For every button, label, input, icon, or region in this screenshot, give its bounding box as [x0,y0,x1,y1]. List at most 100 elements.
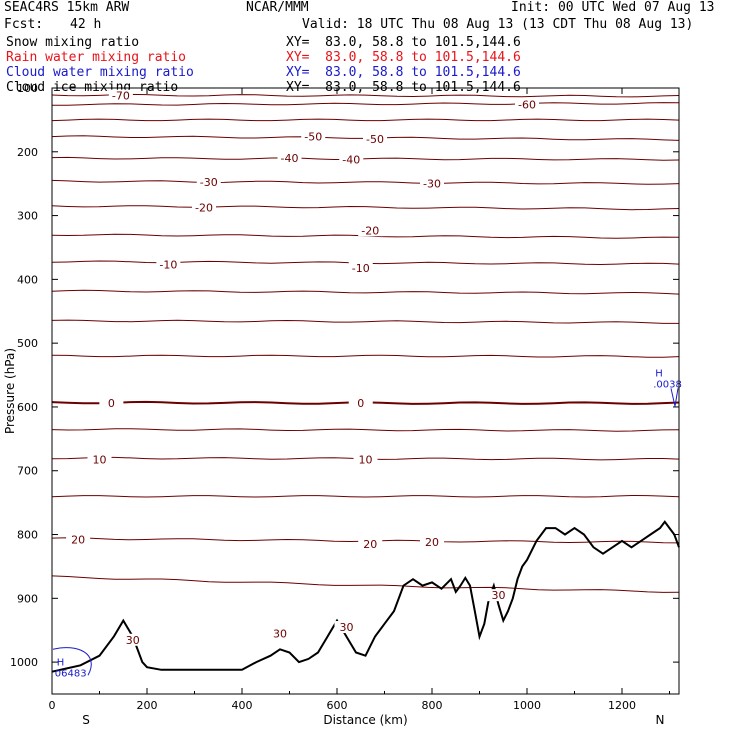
contour-label-bg [268,627,292,640]
contour-label-bg [108,89,133,102]
isotherm-line [51,205,680,211]
isotherm-line [51,102,680,106]
contour-label: -10 [159,259,177,272]
contour-label-bg [363,133,387,146]
x-tick-label: 0 [49,699,56,712]
contour-label-bg [156,258,181,271]
isotherm-line [51,179,680,185]
isotherm-line [51,118,680,122]
contour-label: 30 [126,634,140,647]
field-name-cloud-water: Cloud water mixing ratio [6,65,194,80]
contour-label-bg [196,175,221,188]
contour-label: 20 [363,538,377,551]
contour-label-bg [348,397,373,410]
y-tick-label: 100 [17,82,38,95]
field-xy-snow: XY= 83.0, 58.8 to 101.5,144.6 [286,35,521,50]
contour-label-bg [87,453,112,466]
plot-frame [51,87,680,695]
cloud-water-max-value: 06483 [55,668,87,679]
contour-label: 30 [492,589,506,602]
isotherm-line [51,575,680,593]
contour-label: -50 [304,130,322,143]
cloud-water-max-label: H [655,368,663,379]
y-tick-label: 1000 [10,656,38,669]
contour-label-bg [334,621,359,634]
field-name-rain: Rain water mixing ratio [6,50,187,65]
contour-label-bg [348,261,373,274]
isotherm-line [51,428,680,432]
contour-label-bg [120,633,145,646]
contour-label-bg [301,130,326,143]
y-tick-label: 800 [17,529,38,542]
contour-label: -30 [200,176,218,189]
contour-label-bg [358,538,383,551]
isotherm-line [51,354,680,358]
fcst-value: 42 h [70,17,102,32]
isotherm-line [51,319,679,324]
contour-label-bg [358,224,383,237]
contour-label: 30 [340,621,354,634]
y-tick-label: 300 [17,210,38,223]
y-tick-label: 400 [17,273,38,286]
contour-label-bg [66,533,91,546]
contour-label: -60 [518,99,536,112]
org-label: NCAR/MMM [246,0,309,15]
contour-label: 20 [71,534,85,547]
x-tick-label: 400 [232,699,253,712]
valid-time: Valid: 18 UTC Thu 08 Aug 13 (13 CDT Thu … [302,17,694,32]
contour-label: -10 [352,262,370,275]
contour-label-bg [420,177,444,190]
contour-label-bg [353,453,378,466]
init-time: Init: 00 UTC Wed 07 Aug 13 [511,0,715,15]
isotherm-line [51,156,680,161]
y-tick-label: 700 [17,465,38,478]
x-axis-label: Distance (km) [323,713,407,727]
isotherm-line [51,494,680,498]
cloud-water-max-value: .0038 [653,379,682,390]
y-tick-label: 200 [17,146,38,159]
y-axis-label: Pressure (hPa) [3,348,17,434]
cloud-water-contour [670,388,679,407]
terrain-line [51,520,680,673]
x-tick-label: 200 [137,699,158,712]
x-tick-label: 1000 [513,699,541,712]
contour-label: -20 [195,201,213,214]
contour-label-bg [486,589,511,602]
contour-label: -40 [281,152,299,165]
contour-label: 0 [108,397,115,410]
field-xy-cloud-water: XY= 83.0, 58.8 to 101.5,144.6 [286,65,521,80]
contour-label: 20 [425,536,439,549]
contour-label: -70 [112,90,130,103]
x-tick-label: 600 [327,699,348,712]
contour-label-bg [339,153,364,166]
field-xy-rain: XY= 83.0, 58.8 to 101.5,144.6 [286,50,521,65]
isotherm-lines [51,93,680,593]
y-tick-label: 600 [17,401,38,414]
north-end-label: N [656,713,665,727]
field-name-snow: Snow mixing ratio [6,35,140,50]
contour-label: 10 [93,453,107,466]
fcst-label: Fcst: [4,17,44,32]
contour-label: 0 [357,397,364,410]
cloud-water-max-label: H [57,657,65,668]
contour-label: -30 [423,178,441,191]
x-tick-label: 800 [422,699,443,712]
contour-label: 30 [273,627,287,640]
terrain-profile [51,520,680,673]
contour-label: -50 [366,133,384,146]
contour-label-bg [515,98,539,111]
isotherm-line [51,289,680,295]
contour-label-bg [192,201,216,214]
contour-label-bg [420,536,444,549]
contour-labels: -60 -70 -50 -50 -40 -40 -30 -30 -20 -20 -10 -10 0 0 10… [66,89,539,647]
contour-label: 10 [359,453,373,466]
y-tick-label: 500 [17,337,38,350]
south-end-label: S [82,713,90,727]
model-title: SEAC4RS 15km ARW [4,0,130,15]
contour-label-bg [99,397,124,410]
y-tick-label: 900 [17,592,38,605]
contour-label: -40 [342,153,360,166]
contour-label-bg [277,152,302,165]
